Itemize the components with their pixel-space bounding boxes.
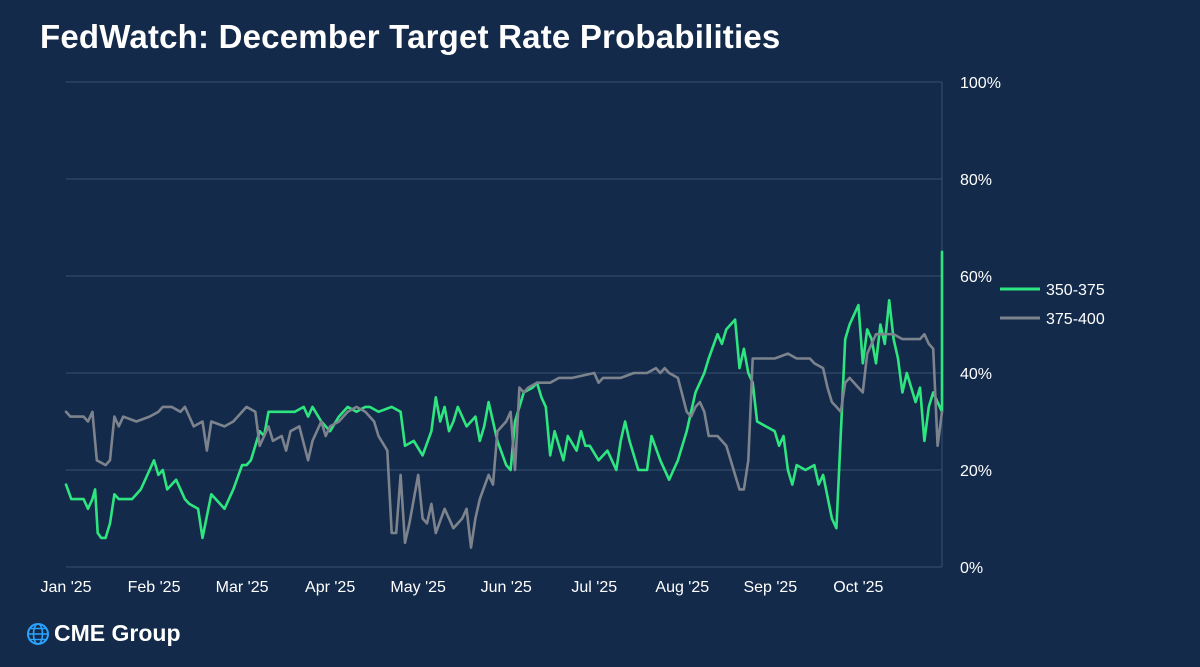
series-lines [64, 250, 944, 549]
brand-logo: CME Group [26, 620, 181, 647]
x-tick-label: Feb '25 [128, 579, 181, 596]
globe-icon [27, 622, 49, 645]
x-tick-label: May '25 [390, 579, 446, 596]
x-tick-label: Jul '25 [571, 579, 617, 596]
legend: 350-375 375-400 [1000, 282, 1105, 328]
y-tick-label: 100% [960, 75, 1001, 92]
gridlines [66, 81, 943, 568]
y-tick-label: 0% [960, 560, 983, 577]
chart-title: FedWatch: December Target Rate Probabili… [40, 18, 781, 55]
y-tick-label: 60% [960, 269, 992, 286]
x-tick-label: Jan '25 [40, 579, 91, 596]
legend-label: 375-400 [1046, 311, 1105, 328]
x-tick-label: Sep '25 [743, 579, 797, 596]
legend-label: 350-375 [1046, 282, 1105, 299]
x-tick-label: Mar '25 [216, 579, 269, 596]
x-tick-label: Aug '25 [655, 579, 709, 596]
x-axis-ticks: Jan '25 Feb '25 Mar '25 Apr '25 May '25 Jun '… [40, 579, 883, 596]
brand-name: CME Group [54, 620, 181, 646]
series-line-375-400 [64, 332, 944, 549]
x-tick-label: Oct '25 [833, 579, 883, 596]
y-tick-label: 80% [960, 172, 992, 189]
x-tick-label: Jun '25 [481, 579, 532, 596]
x-tick-label: Apr '25 [305, 579, 355, 596]
y-tick-label: 40% [960, 366, 992, 383]
y-tick-label: 20% [960, 463, 992, 480]
series-line-350-375 [64, 250, 944, 540]
y-axis-ticks: 0% 20% 40% 60% 80% 100% [960, 75, 1001, 577]
